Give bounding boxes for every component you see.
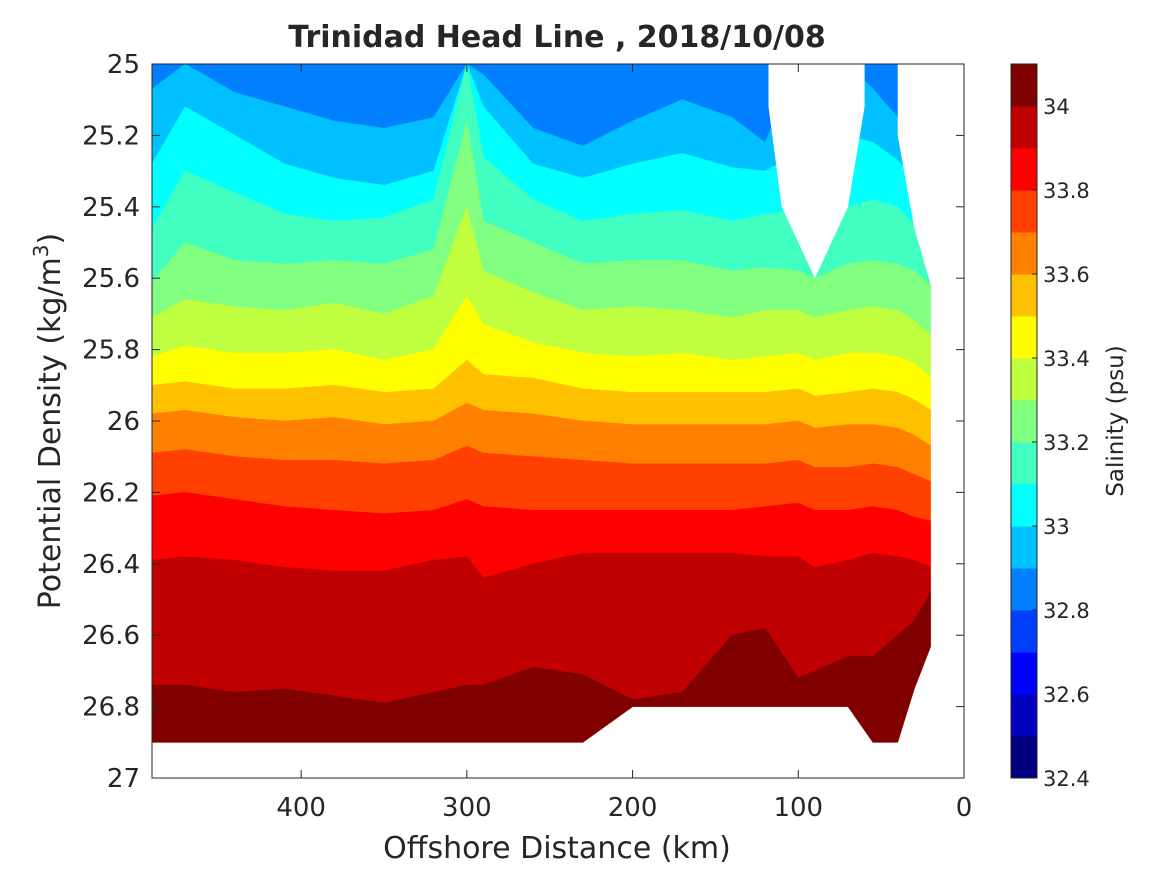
colorbar-segment bbox=[1011, 610, 1037, 653]
colorbar-tick-label: 33.8 bbox=[1043, 179, 1090, 203]
y-tick-label: 25.4 bbox=[82, 193, 140, 223]
y-tick-label: 26 bbox=[107, 407, 140, 437]
colorbar-segment bbox=[1011, 148, 1037, 191]
colorbar-label: Salinity (psu) bbox=[1103, 345, 1129, 497]
colorbar-segment bbox=[1011, 64, 1037, 107]
colorbar-segment bbox=[1011, 400, 1037, 443]
x-axis-label: Offshore Distance (km) bbox=[383, 831, 731, 866]
x-tick-label: 100 bbox=[773, 793, 823, 823]
colorbar-segment bbox=[1011, 442, 1037, 485]
chart-title: Trinidad Head Line , 2018/10/08 bbox=[288, 20, 825, 55]
colorbar-tick-label: 33.2 bbox=[1043, 431, 1090, 455]
x-axis-ticks: 400 300 200 100 0 bbox=[276, 64, 972, 823]
colorbar-segment bbox=[1011, 736, 1037, 779]
x-tick-label: 0 bbox=[956, 793, 973, 823]
colorbar-tick-label: 32.4 bbox=[1043, 767, 1090, 791]
colorbar-segment bbox=[1011, 568, 1037, 611]
x-tick-label: 300 bbox=[442, 793, 492, 823]
y-tick-label: 25 bbox=[107, 50, 140, 80]
colorbar-segment bbox=[1011, 190, 1037, 233]
colorbar: 32.4 32.6 32.8 33 33.2 33.4 33.6 33.8 34 bbox=[1010, 63, 1090, 791]
no-data-mask bbox=[768, 64, 865, 279]
colorbar-tick-label: 33.6 bbox=[1043, 263, 1090, 287]
colorbar-tick-label: 33 bbox=[1043, 515, 1070, 539]
y-axis-label-main: Potential Density (kg/m bbox=[33, 257, 68, 609]
y-tick-label: 27 bbox=[107, 764, 140, 794]
colorbar-tick-label: 34 bbox=[1043, 95, 1070, 119]
y-axis-label: Potential Density (kg/m3) bbox=[29, 233, 68, 609]
colorbar-segment bbox=[1011, 484, 1037, 527]
colorbar-segment bbox=[1011, 652, 1037, 695]
colorbar-tick-label: 32.8 bbox=[1043, 599, 1090, 623]
y-tick-label: 26.6 bbox=[82, 621, 140, 651]
colorbar-segment bbox=[1011, 106, 1037, 149]
colorbar-tick-label: 32.6 bbox=[1043, 683, 1090, 707]
y-tick-label: 26.4 bbox=[82, 550, 140, 580]
y-axis-label-suffix: ) bbox=[33, 233, 68, 245]
colorbar-tick-label: 33.4 bbox=[1043, 347, 1090, 371]
colorbar-segment bbox=[1011, 358, 1037, 401]
colorbar-segment bbox=[1011, 274, 1037, 317]
y-tick-label: 26.2 bbox=[82, 478, 140, 508]
no-data-mask bbox=[897, 64, 964, 778]
plot-area bbox=[152, 64, 964, 778]
y-tick-label: 25.8 bbox=[82, 336, 140, 366]
colorbar-segment bbox=[1011, 316, 1037, 359]
y-axis-ticks: 25 25.2 25.4 25.6 25.8 26 26.2 26.4 26.6 26.8 27 bbox=[82, 50, 964, 794]
y-axis-label-superscript: 3 bbox=[29, 244, 53, 257]
salinity-bands bbox=[152, 64, 932, 743]
y-tick-label: 25.6 bbox=[82, 264, 140, 294]
y-tick-label: 25.2 bbox=[82, 121, 140, 151]
x-tick-label: 400 bbox=[276, 793, 326, 823]
y-tick-label: 26.8 bbox=[82, 693, 140, 723]
no-data-masks bbox=[768, 64, 964, 778]
colorbar-segment bbox=[1011, 526, 1037, 569]
colorbar-frame bbox=[1010, 63, 1038, 779]
colorbar-segment bbox=[1011, 694, 1037, 737]
x-tick-label: 200 bbox=[608, 793, 658, 823]
colorbar-segment bbox=[1011, 232, 1037, 275]
